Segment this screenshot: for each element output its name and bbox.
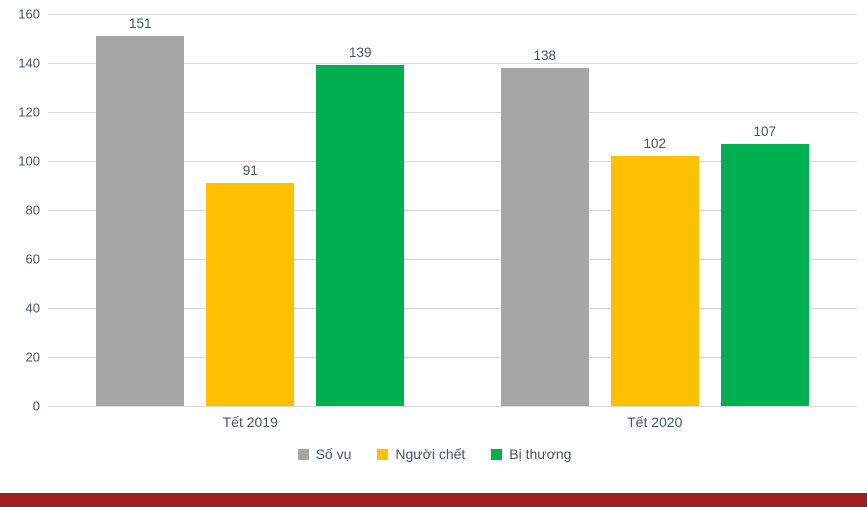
bar: [720, 143, 809, 406]
bar-value-label: 138: [533, 47, 557, 63]
y-tick-label: 100: [18, 153, 40, 169]
y-tick-label: 20: [25, 349, 40, 365]
y-tick-label: 40: [25, 300, 40, 316]
plot-area: 151 91 139 138 102 107: [48, 14, 857, 407]
category-label: Tết 2019: [222, 414, 278, 430]
bar-value-label: 91: [242, 163, 258, 179]
bar: [316, 65, 405, 406]
bar: [500, 67, 589, 406]
y-tick-label: 0: [32, 398, 40, 414]
gridline: [48, 210, 857, 211]
bar: [206, 183, 295, 406]
bar-group: 151 91 139: [48, 14, 453, 406]
bar-groups: 151 91 139 138 102 107: [48, 14, 857, 406]
legend-swatch-icon: [491, 448, 503, 460]
gridline: [48, 63, 857, 64]
category-label: Tết 2020: [627, 414, 683, 430]
gridline: [48, 259, 857, 260]
y-tick-label: 140: [18, 55, 40, 71]
bar: [96, 36, 185, 406]
gridline: [48, 357, 857, 358]
gridline: [48, 112, 857, 113]
bar-value-label: 139: [348, 45, 372, 61]
footer-accent-bar: [0, 493, 867, 507]
bar-chart: 0 20 40 60 80 100 120 140 160 151 91 139 138 102 107 …: [12, 7, 857, 462]
legend-swatch-icon: [297, 448, 309, 460]
legend-item: Người chết: [377, 446, 465, 462]
bar-slot: 138: [500, 14, 589, 406]
bar-value-label: 102: [643, 136, 667, 152]
bar-value-label: 107: [753, 123, 777, 139]
gridline: [48, 161, 857, 162]
legend-item: Bị thương: [491, 446, 571, 462]
y-axis: 0 20 40 60 80 100 120 140 160: [12, 7, 48, 414]
bar-value-label: 151: [128, 16, 152, 32]
y-tick-label: 160: [18, 6, 40, 22]
bar-group: 138 102 107: [453, 14, 858, 406]
y-tick-label: 60: [25, 251, 40, 267]
y-tick-label: 80: [25, 202, 40, 218]
legend-label: Bị thương: [509, 446, 572, 462]
legend-swatch-icon: [377, 448, 389, 460]
bar-slot: 91: [206, 14, 295, 406]
gridline: [48, 14, 857, 15]
gridline: [48, 406, 857, 407]
bar-slot: 107: [720, 14, 809, 406]
legend-label: Số vụ: [315, 446, 352, 462]
gridline: [48, 308, 857, 309]
y-tick-label: 120: [18, 104, 40, 120]
bar-slot: 151: [96, 14, 185, 406]
bar: [610, 156, 699, 406]
bar-slot: 139: [316, 14, 405, 406]
legend-item: Số vụ: [297, 446, 352, 462]
bar-slot: 102: [610, 14, 699, 406]
x-axis: Tết 2019 Tết 2020: [48, 406, 857, 430]
legend: Số vụ Người chết Bị thương: [12, 446, 857, 462]
legend-label: Người chết: [395, 446, 466, 462]
